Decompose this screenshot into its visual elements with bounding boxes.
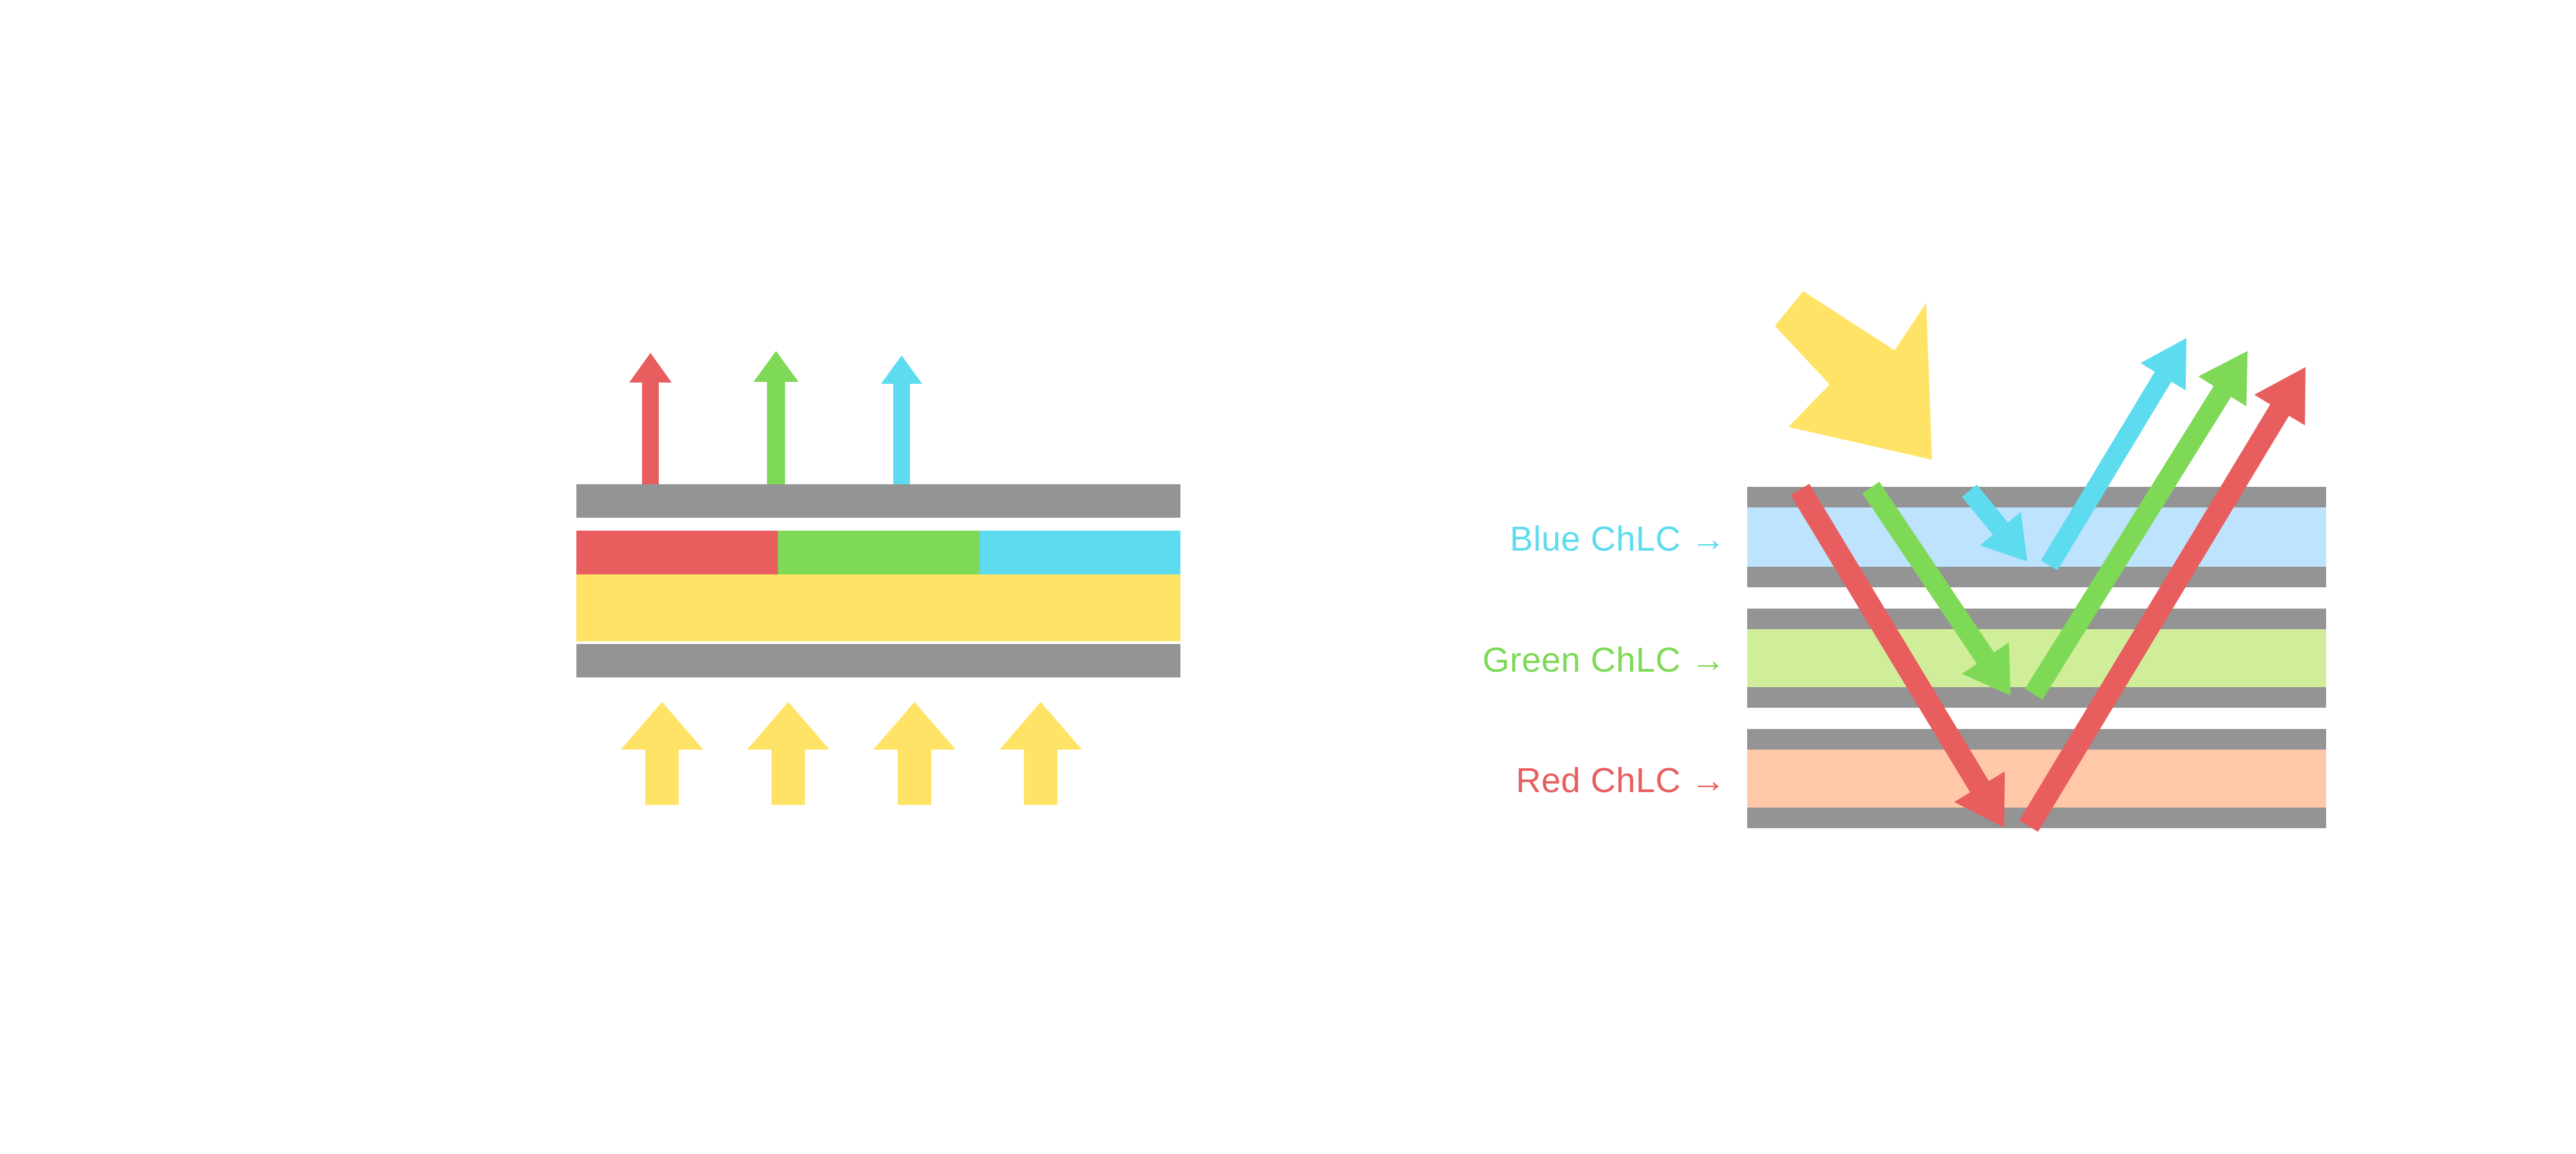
green-emitted-arrow bbox=[753, 351, 799, 484]
ambient-light-arrow bbox=[1775, 291, 1932, 460]
backlight-arrow-2 bbox=[747, 702, 829, 805]
right-panel-reflective-stack: Blue ChLC → Green ChLC → Red ChLC → bbox=[1482, 291, 2326, 832]
green-ray-path bbox=[1862, 351, 2248, 700]
backlight-arrow-1 bbox=[621, 702, 703, 805]
red-segment bbox=[576, 531, 778, 574]
red-ray-path bbox=[1790, 367, 2306, 832]
blue-emitted-arrow bbox=[881, 355, 922, 484]
blue-segment bbox=[980, 531, 1180, 574]
red-cell-top-electrode bbox=[1747, 729, 2326, 750]
top-electrode bbox=[576, 484, 1180, 518]
backlight-arrow-3 bbox=[873, 702, 956, 805]
left-panel-transmissive-stack bbox=[576, 351, 1180, 805]
green-cell-top-electrode bbox=[1747, 609, 2326, 629]
backlight-arrow-4 bbox=[999, 702, 1082, 805]
blue-chlc-label: Blue ChLC → bbox=[1510, 520, 1726, 558]
blue-cell-bottom-electrode bbox=[1747, 567, 2326, 587]
green-segment bbox=[778, 531, 980, 574]
green-chlc-label: Green ChLC → bbox=[1482, 641, 1726, 679]
red-emitted-arrow bbox=[629, 353, 672, 484]
yellow-backlight-layer bbox=[576, 574, 1180, 641]
bottom-electrode bbox=[576, 644, 1180, 677]
red-chlc-label: Red ChLC → bbox=[1516, 761, 1726, 800]
blue-ray-path bbox=[1962, 338, 2186, 571]
